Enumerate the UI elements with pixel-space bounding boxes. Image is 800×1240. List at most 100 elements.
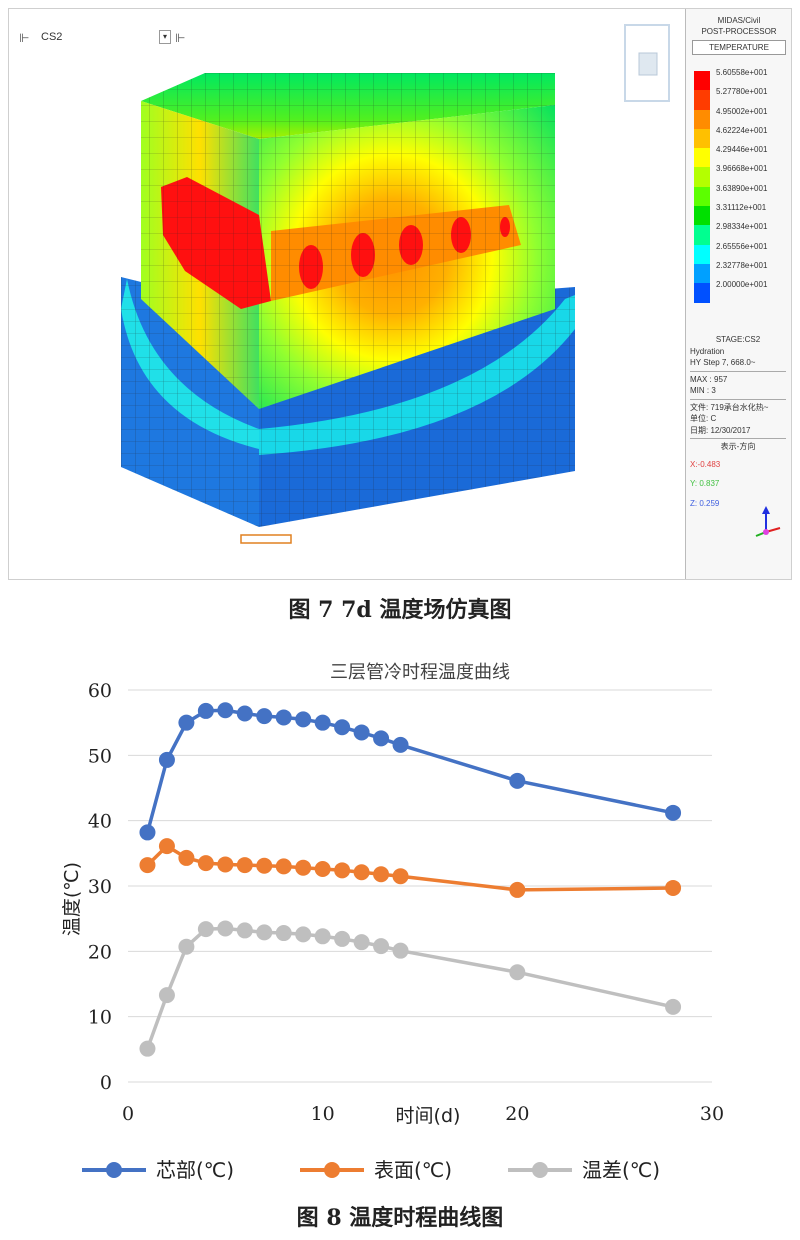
series-3-point xyxy=(392,942,409,959)
legend-swatch xyxy=(694,186,710,207)
info-date: 日期: 12/30/2017 xyxy=(690,425,751,435)
info-y: Y: 0.837 xyxy=(690,479,720,488)
series-2-point xyxy=(256,857,273,874)
series-1-point xyxy=(236,705,253,722)
panel-header-line-2: POST-PROCESSOR xyxy=(701,27,777,36)
y-tick-label: 10 xyxy=(88,1007,112,1029)
legend-swatch xyxy=(694,109,710,129)
stage-info: STAGE:CS2 Hydration HY Step 7, 668.0~ MA… xyxy=(690,334,786,537)
series-2-point xyxy=(158,838,175,855)
legend-marker-3 xyxy=(532,1162,548,1178)
series-3-point xyxy=(314,928,331,945)
y-tick-label: 20 xyxy=(88,941,112,963)
series-3-point xyxy=(139,1040,156,1057)
stage-icon[interactable]: ⊩ xyxy=(19,31,30,45)
legend-value: 3.31112e+001 xyxy=(716,203,767,213)
legend-swatch xyxy=(694,128,710,149)
series-2-point xyxy=(236,857,253,874)
series-2-point xyxy=(295,859,312,876)
legend-value: 2.98334e+001 xyxy=(716,222,768,232)
chart-title: 三层管冷时程温度曲线 xyxy=(330,662,510,683)
series-2-point xyxy=(178,849,195,866)
y-axis-label: 温度(℃) xyxy=(61,862,83,936)
view-cube-icon[interactable] xyxy=(624,24,670,102)
legend-label-3: 温差(℃) xyxy=(582,1158,660,1182)
series-line-3 xyxy=(145,926,674,1050)
series-3-point xyxy=(197,921,214,938)
stage-next-icon[interactable]: ⊩ xyxy=(175,31,186,45)
series-3-point xyxy=(256,924,273,941)
series-1-point xyxy=(275,709,292,726)
series-2-point xyxy=(509,881,526,898)
series-3-point xyxy=(509,964,526,981)
figure-7-caption: 图 7 7d 温度场仿真图 xyxy=(288,597,512,623)
series-3-point xyxy=(275,925,292,942)
legend-label-2: 表面(℃) xyxy=(374,1158,452,1182)
series-2-point xyxy=(275,858,292,875)
legend-swatch xyxy=(694,206,710,226)
series-1-point xyxy=(256,708,273,725)
result-type-label: TEMPERATURE xyxy=(692,40,786,55)
legend-value: 3.63890e+001 xyxy=(716,183,768,193)
stage-selector-value[interactable]: CS2 xyxy=(41,31,63,43)
legend-marker-2 xyxy=(324,1162,340,1178)
series-3-point xyxy=(665,998,682,1015)
legend-swatch xyxy=(694,71,710,91)
series-1-point xyxy=(314,714,331,731)
figure-8-caption: 图 8 温度时程曲线图 xyxy=(296,1205,504,1231)
y-tick-label: 40 xyxy=(88,811,112,833)
info-x: X:-0.483 xyxy=(690,459,721,469)
legend-label-1: 芯部(℃) xyxy=(156,1158,234,1182)
series-1-point xyxy=(178,714,195,731)
legend-value: 3.96668e+001 xyxy=(716,164,768,174)
info-max: MAX : 957 xyxy=(690,374,728,384)
series-2-point xyxy=(314,861,331,878)
series-3-point xyxy=(178,938,195,955)
info-view-direction: 表示-方向 xyxy=(720,442,756,451)
divider xyxy=(690,438,786,439)
info-min: MIN : 3 xyxy=(690,386,716,395)
series-2-point xyxy=(217,856,234,873)
series-line-1 xyxy=(145,708,674,833)
legend-marker-1 xyxy=(106,1162,122,1178)
fem-model xyxy=(121,24,670,544)
divider xyxy=(690,398,786,400)
series-1-point xyxy=(295,711,312,728)
legend-value: 5.60558e+001 xyxy=(716,68,768,77)
legend-value: 2.65556e+001 xyxy=(716,241,768,251)
series-2-point xyxy=(139,857,156,874)
info-file: 文件: 719承台水化热~ xyxy=(690,402,769,412)
legend-value: 2.00000e+001 xyxy=(716,280,768,290)
legend-swatch xyxy=(694,244,710,264)
temperature-chart: 三层管冷时程温度曲线 0 10 20 30 40 50 60 0 10 20 30 时间(d) 温度(℃)… xyxy=(0,640,800,1200)
series-2-point xyxy=(392,868,409,885)
series-3-point xyxy=(373,938,390,955)
legend-swatch xyxy=(694,167,710,187)
x-tick-label: 20 xyxy=(505,1103,529,1125)
series-1-point xyxy=(509,772,526,789)
legend-swatch xyxy=(694,283,710,303)
legend-value: 4.62224e+001 xyxy=(716,125,768,135)
series-2-point xyxy=(197,855,214,872)
series-2-point xyxy=(353,864,370,881)
info-z: Z: 0.259 xyxy=(690,498,720,508)
series-1-point xyxy=(158,751,175,768)
y-tick-label: 60 xyxy=(88,680,112,702)
series-line-2 xyxy=(146,843,674,892)
info-stage: STAGE:CS2 xyxy=(715,335,761,344)
legend-swatch xyxy=(694,225,710,245)
x-tick-label: 10 xyxy=(311,1103,335,1125)
series-3-point xyxy=(295,926,312,943)
series-1-point xyxy=(665,804,682,821)
series-3-point xyxy=(158,987,175,1004)
y-tick-label: 0 xyxy=(100,1072,112,1094)
legend-value: 4.95002e+001 xyxy=(716,106,768,116)
info-unit: 单位: C xyxy=(690,414,717,423)
series-2-point xyxy=(665,879,682,896)
y-tick-label: 50 xyxy=(88,745,112,767)
series-1-point xyxy=(353,724,370,741)
model-viewport[interactable]: ⊩ CS2 ▾ ⊩ xyxy=(9,9,685,579)
info-step-type: Hydration xyxy=(690,346,725,356)
legend-value: 4.29446e+001 xyxy=(716,145,768,155)
chevron-down-icon[interactable]: ▾ xyxy=(159,30,171,44)
